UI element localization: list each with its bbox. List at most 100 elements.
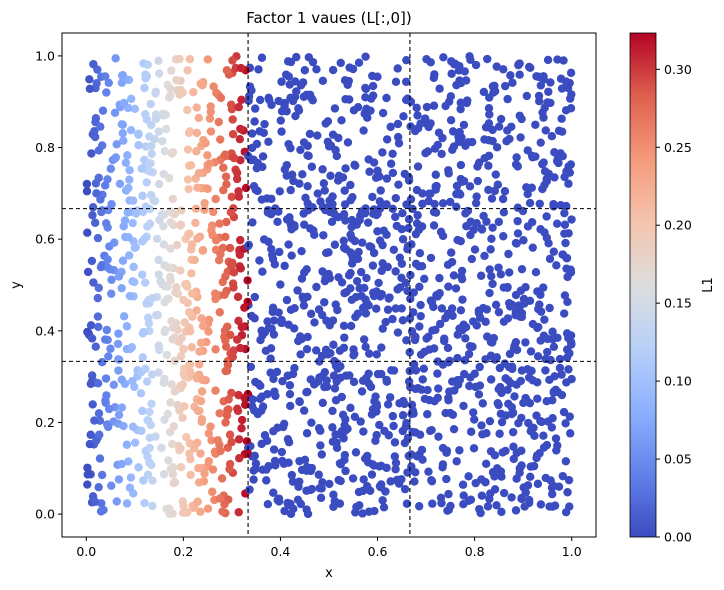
data-point	[365, 167, 374, 176]
data-point	[96, 262, 106, 272]
data-point	[541, 366, 550, 375]
data-point	[386, 122, 395, 132]
data-point	[462, 98, 471, 108]
data-point	[423, 120, 432, 129]
data-point	[102, 391, 111, 400]
data-point	[87, 256, 97, 266]
data-point	[303, 151, 312, 160]
data-point	[104, 78, 113, 88]
data-point	[221, 232, 230, 242]
data-point	[263, 389, 272, 399]
data-point	[462, 222, 471, 231]
data-point	[128, 196, 138, 205]
data-point	[368, 192, 377, 202]
data-point	[234, 508, 243, 517]
data-point	[437, 498, 446, 508]
data-point	[282, 107, 291, 116]
data-point	[524, 418, 533, 428]
data-point	[402, 336, 411, 345]
data-point	[340, 186, 349, 195]
data-point	[112, 140, 121, 149]
data-point	[418, 189, 427, 198]
data-point	[398, 235, 408, 244]
data-point	[166, 91, 175, 101]
data-point	[203, 151, 212, 160]
data-point	[269, 374, 278, 384]
data-point	[439, 53, 448, 62]
data-point	[381, 317, 390, 327]
data-point	[504, 249, 513, 259]
data-point	[499, 65, 508, 74]
data-point	[465, 341, 475, 351]
data-point	[347, 215, 357, 225]
data-point	[484, 104, 494, 113]
data-point	[480, 251, 489, 261]
data-point	[221, 336, 230, 345]
data-point	[485, 288, 494, 298]
data-point	[481, 123, 491, 132]
data-point	[532, 453, 541, 463]
data-point	[111, 54, 120, 63]
data-point	[324, 142, 334, 151]
data-point	[357, 387, 367, 396]
data-point	[93, 312, 103, 321]
data-point	[117, 78, 127, 87]
data-point	[129, 262, 138, 272]
colorbar-tick-label: 0.05	[664, 452, 692, 467]
data-point	[391, 304, 400, 313]
data-point	[490, 81, 499, 91]
data-point	[83, 463, 92, 472]
data-point	[330, 496, 339, 506]
data-point	[245, 485, 254, 494]
data-point	[388, 149, 397, 158]
data-point	[316, 197, 325, 206]
data-point	[408, 308, 418, 317]
data-point	[475, 362, 484, 372]
data-point	[562, 353, 572, 362]
data-point	[321, 274, 330, 283]
data-point	[184, 308, 194, 317]
data-point	[459, 499, 468, 509]
data-point	[486, 489, 495, 498]
data-point	[145, 433, 155, 442]
data-point	[430, 199, 439, 209]
data-point	[352, 276, 362, 286]
data-point	[454, 66, 464, 75]
data-point	[151, 311, 161, 320]
data-point	[215, 494, 225, 503]
data-point	[205, 114, 215, 123]
data-point	[415, 248, 425, 258]
data-point	[350, 236, 360, 246]
data-point	[145, 167, 155, 176]
data-point	[429, 73, 439, 83]
data-point	[558, 250, 567, 259]
data-point	[277, 77, 286, 86]
data-point	[309, 226, 318, 235]
data-point	[499, 232, 508, 241]
data-point	[291, 111, 300, 121]
data-point	[208, 465, 218, 474]
data-point	[178, 380, 188, 389]
data-point	[147, 294, 157, 303]
data-point	[531, 152, 540, 161]
data-point	[564, 365, 573, 374]
data-point	[446, 116, 456, 125]
data-point	[561, 77, 571, 86]
data-point	[345, 63, 354, 72]
data-point	[103, 255, 112, 264]
data-point	[372, 402, 382, 411]
data-point	[486, 447, 496, 456]
data-point	[438, 199, 448, 208]
data-point	[287, 225, 296, 234]
data-point	[114, 329, 123, 338]
data-point	[237, 95, 246, 105]
data-point	[523, 146, 532, 155]
data-point	[83, 327, 92, 337]
data-point	[560, 208, 569, 218]
data-point	[138, 191, 147, 201]
data-point	[237, 415, 247, 425]
data-point	[114, 410, 124, 420]
data-point	[203, 504, 213, 513]
data-point	[487, 271, 496, 281]
data-point	[87, 149, 96, 158]
